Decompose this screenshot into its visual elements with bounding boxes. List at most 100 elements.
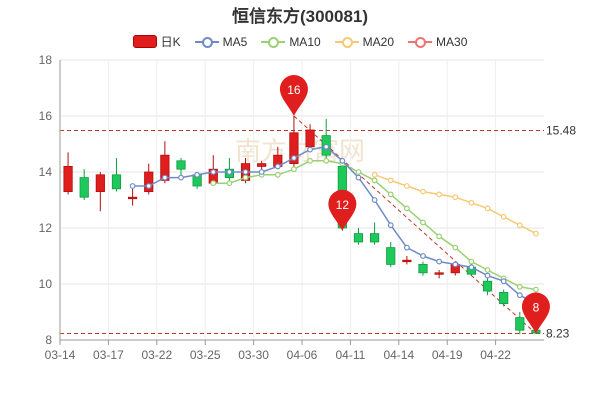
candle-body [289, 132, 299, 165]
axes-layer: 8 10 12 14 16 18 03-14 03-17 03-22 03-25 03-30 04-0… [39, 53, 544, 362]
candle-body [434, 272, 444, 275]
ma5-point [468, 264, 475, 271]
ma10-point [323, 157, 330, 164]
y-tick-label: 14 [39, 165, 53, 179]
min-marker-shape [521, 292, 550, 334]
legend-ma30-swatch [408, 36, 433, 48]
legend-k-swatch [132, 35, 157, 48]
ma10-point [210, 180, 217, 187]
x-tick-label: 04-22 [480, 348, 511, 362]
ma5-point [242, 169, 249, 175]
ma5-point [500, 278, 507, 285]
candle-body [515, 317, 525, 331]
candle-body [418, 263, 428, 274]
ma5-point [210, 169, 217, 175]
mid-marker-shape [328, 189, 357, 231]
mid-marker-label: 12 [336, 198, 350, 212]
ma5-point [371, 197, 378, 203]
markers-layer: 16 12 8 [279, 75, 550, 334]
ma10-point [355, 169, 362, 175]
ma10-point [387, 191, 394, 198]
ma10-point [291, 166, 297, 173]
x-tick-label: 03-14 [45, 348, 76, 362]
candle-body [257, 163, 267, 167]
candle-body [79, 177, 89, 198]
ma5-point [307, 146, 313, 153]
ma20-point [468, 199, 475, 206]
ma5-point [161, 174, 168, 181]
ma5-point [145, 183, 152, 189]
trend-line [293, 115, 537, 334]
candle-body [386, 247, 396, 265]
ma20-point [484, 205, 491, 212]
legend-item-ma30[interactable]: MA30 [408, 33, 467, 50]
y-tick-label: 8 [45, 333, 52, 347]
legend-ma5-swatch [194, 36, 219, 48]
ma10-point [533, 286, 539, 293]
candle-body [144, 171, 154, 193]
ma5-point [387, 222, 394, 229]
candle-body [402, 259, 412, 263]
ma5-point [323, 143, 330, 150]
ma5-point [226, 169, 233, 175]
legend-item-ma10[interactable]: MA10 [261, 33, 321, 50]
ma10-point [468, 258, 475, 265]
chart-title: 恒信东方(300081) [231, 7, 369, 26]
ma10-point [516, 283, 523, 290]
x-tick-label: 03-17 [93, 348, 124, 362]
y-tick-label: 18 [39, 53, 53, 67]
reference-line-label: 8.23 [546, 327, 570, 341]
legend-item-ma20[interactable]: MA20 [334, 33, 395, 50]
watermark: 南方财富网 [235, 137, 365, 167]
ma10-point [242, 174, 249, 181]
y-tick-label: 10 [39, 277, 53, 291]
legend-ma5-label: MA5 [222, 34, 248, 49]
ma10-point [226, 180, 233, 187]
legend-ma10-label: MA10 [289, 34, 321, 49]
ma5-line [132, 146, 537, 305]
x-tick-label: 04-06 [287, 348, 318, 362]
ma5-point [452, 261, 459, 268]
max-marker-label: 16 [287, 83, 301, 97]
legend-item-ma5[interactable]: MA5 [194, 33, 248, 50]
ma5-point [258, 169, 265, 175]
legend-ma20-label: MA20 [362, 34, 395, 49]
ma5-point [178, 174, 184, 181]
x-tick-label: 03-30 [238, 348, 269, 362]
candle-body [353, 233, 364, 243]
ma20-point [452, 194, 459, 201]
x-tick-label: 03-22 [141, 348, 172, 362]
y-tick-label: 12 [39, 221, 53, 235]
legend-ma20-swatch [334, 36, 359, 48]
ma5-point [484, 272, 491, 279]
ma20-point [533, 230, 539, 237]
max-marker: 16 [279, 75, 308, 116]
moving-average-layer [129, 143, 539, 307]
ma20-point [516, 222, 523, 229]
x-tick-label: 04-14 [383, 348, 414, 362]
x-tick-label: 04-19 [432, 348, 463, 362]
candle-body [63, 165, 73, 192]
candle-body [95, 174, 105, 193]
legend-ma30-label: MA30 [436, 34, 468, 49]
candle-body [111, 174, 122, 190]
reference-line-label: 15.48 [546, 124, 576, 138]
candle-body [499, 291, 509, 304]
ma10-point [307, 157, 313, 164]
ma5-point [420, 253, 426, 259]
ma10-point [420, 219, 426, 226]
ma5-point [403, 244, 410, 251]
min-marker-label: 8 [533, 301, 540, 315]
legend-k-label: 日K [160, 35, 181, 49]
ma5-point [274, 163, 281, 170]
y-tick-label: 16 [39, 109, 53, 123]
legend-item-k[interactable]: 日K [132, 33, 181, 50]
ma5-point [516, 292, 523, 299]
candle-body [370, 233, 380, 243]
ma5-point [436, 258, 443, 265]
mid-marker: 12 [328, 189, 357, 231]
legend: 日K MA5 MA10 MA20 MA30 [0, 33, 600, 50]
ma20-point [403, 183, 410, 189]
ma5-point [339, 157, 346, 164]
